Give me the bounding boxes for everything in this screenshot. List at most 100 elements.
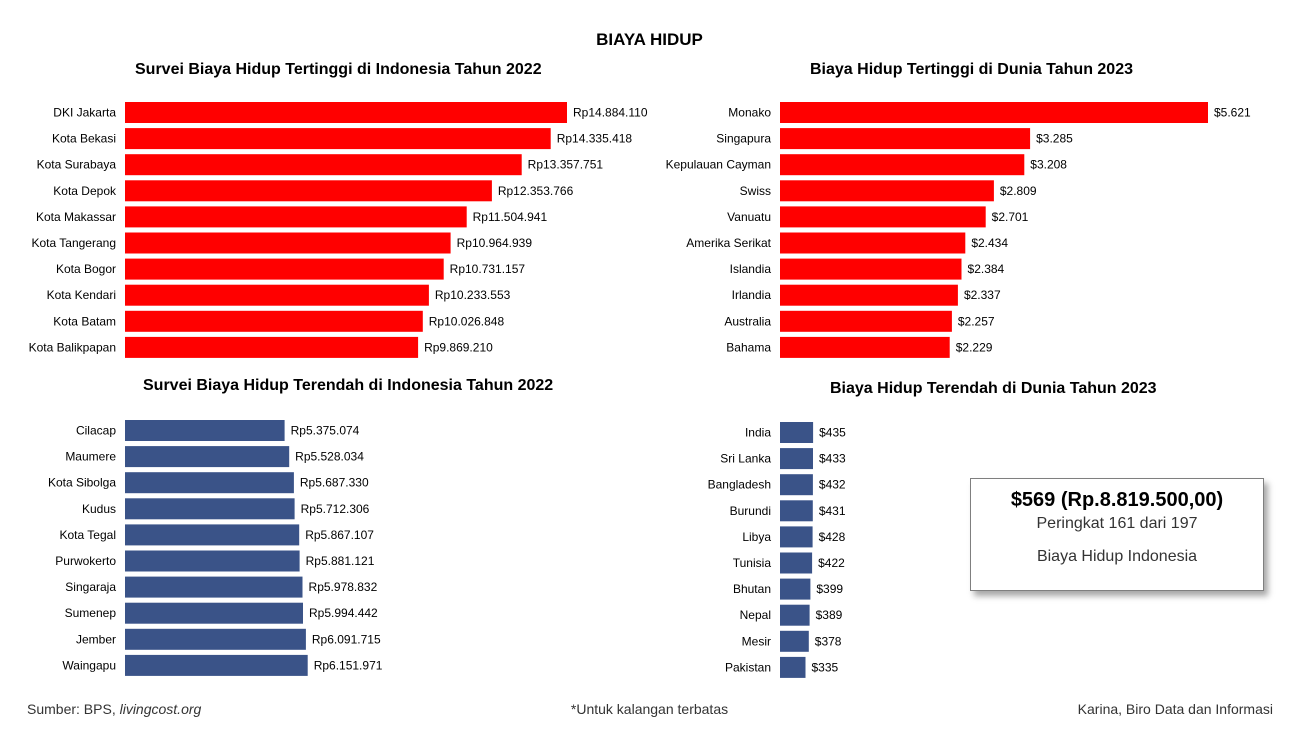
value-label: $2.229 (956, 340, 993, 354)
category-label: Bhutan (733, 582, 771, 596)
category-label: Cilacap (76, 424, 116, 438)
value-label: Rp10.233.553 (435, 288, 511, 302)
value-label: $432 (819, 478, 846, 492)
bar-low-world (780, 656, 806, 678)
bar-low-world (780, 474, 813, 496)
value-label: Rp11.504.941 (473, 210, 548, 224)
chart-high-indonesia: DKI Jakarta Rp14.884.110 Kota Bekasi Rp14.3… (29, 102, 648, 358)
chart-title-high-indonesia: Survei Biaya Hidup Tertinggi di Indonesi… (135, 61, 542, 78)
chart-title-low-world: Biaya Hidup Terendah di Dunia Tahun 2023 (830, 380, 1157, 397)
value-label: $422 (818, 556, 845, 570)
footer-source-site: livingcost.org (119, 701, 202, 717)
bar-high-indonesia (125, 180, 492, 202)
category-label: Kota Batam (53, 314, 116, 328)
bar-low-world (780, 500, 813, 522)
bar-low-world (780, 604, 810, 626)
category-label: Vanuatu (727, 210, 771, 224)
category-label: Kota Bogor (56, 262, 116, 276)
footer-source-label: Sumber: BPS, (27, 701, 120, 717)
value-label: Rp5.994.442 (309, 606, 378, 620)
value-label: Rp5.687.330 (300, 476, 369, 490)
bar-low-indonesia (125, 602, 303, 624)
value-label: $3.285 (1036, 132, 1073, 146)
value-label: Rp13.357.751 (528, 158, 604, 172)
bar-low-world (780, 526, 813, 548)
bar-low-indonesia (125, 498, 295, 520)
category-label: Bahama (726, 340, 771, 354)
page-title: BIAYA HIDUP (596, 30, 703, 49)
category-label: Waingapu (62, 658, 116, 672)
chart-high-world: Monako $5.621 Singapura $3.285 Kepulauan Cay… (666, 102, 1251, 358)
bar-high-indonesia (125, 258, 444, 280)
category-label: Australia (724, 314, 771, 328)
value-label: $2.809 (1000, 184, 1037, 198)
value-label: Rp5.881.121 (306, 554, 375, 568)
value-label: $2.701 (992, 210, 1029, 224)
chart-title-low-indonesia: Survei Biaya Hidup Terendah di Indonesia… (143, 377, 554, 394)
category-label: Kepulauan Cayman (666, 158, 771, 172)
value-label: $2.257 (958, 314, 995, 328)
bar-high-indonesia (125, 336, 419, 358)
category-label: Singapura (716, 132, 771, 146)
bar-low-world (780, 578, 811, 600)
value-label: Rp6.151.971 (314, 658, 383, 672)
category-label: Kota Depok (53, 184, 117, 198)
bar-low-indonesia (125, 420, 285, 441)
chart-title-high-world: Biaya Hidup Tertinggi di Dunia Tahun 202… (810, 61, 1133, 78)
category-label: Maumere (65, 450, 116, 464)
value-label: Rp10.964.939 (457, 236, 533, 250)
category-label: Irlandia (732, 288, 772, 302)
category-label: Kota Kendari (47, 288, 116, 302)
bar-high-world (780, 336, 950, 358)
bar-low-indonesia (125, 524, 300, 546)
bar-low-indonesia (125, 550, 300, 572)
summary-rank: Peringkat 161 dari 197 (1036, 515, 1198, 532)
value-label: $2.434 (971, 236, 1008, 250)
category-label: Kota Balikpapan (29, 340, 116, 354)
value-label: $433 (819, 452, 846, 466)
value-label: Rp5.978.832 (309, 580, 378, 594)
bar-high-indonesia (125, 128, 551, 150)
value-label: Rp5.867.107 (305, 528, 374, 542)
category-label: Sri Lanka (720, 452, 771, 466)
value-label: $2.384 (968, 262, 1005, 276)
bar-high-world (780, 232, 966, 254)
bar-high-world (780, 206, 986, 228)
bar-low-indonesia (125, 446, 290, 468)
category-label: Sumenep (65, 606, 117, 620)
category-label: Tunisia (733, 556, 772, 570)
category-label: Amerika Serikat (686, 236, 771, 250)
category-label: Burundi (730, 504, 771, 518)
value-label: $2.337 (964, 288, 1001, 302)
value-label: Rp14.884.110 (573, 106, 648, 120)
category-label: Swiss (740, 184, 771, 198)
bar-high-indonesia (125, 102, 567, 123)
value-label: Rp5.528.034 (295, 450, 364, 464)
value-label: Rp6.091.715 (312, 632, 381, 646)
footer-note: *Untuk kalangan terbatas (570, 701, 729, 717)
value-label: $5.621 (1214, 106, 1251, 120)
category-label: Bangladesh (708, 478, 771, 492)
category-label: Jember (76, 632, 116, 646)
value-label: $399 (816, 582, 843, 596)
value-label: $378 (815, 634, 842, 648)
bar-high-indonesia (125, 284, 429, 306)
bar-low-world (780, 552, 813, 574)
value-label: $3.208 (1030, 158, 1067, 172)
category-label: Mesir (742, 634, 771, 648)
value-label: $431 (819, 504, 846, 518)
summary-headline: $569 (Rp.8.819.500,00) (1010, 489, 1224, 511)
chart-low-indonesia: Cilacap Rp5.375.074 Maumere Rp5.528.034 Kota… (48, 420, 383, 676)
bar-high-world (780, 128, 1031, 150)
bar-low-indonesia (125, 576, 303, 598)
category-label: Singaraja (65, 580, 116, 594)
bar-high-world (780, 284, 958, 306)
value-label: Rp14.335.418 (557, 132, 633, 146)
category-label: Kota Surabaya (37, 158, 117, 172)
category-label: Libya (742, 530, 771, 544)
value-label: $428 (819, 530, 846, 544)
category-label: Kota Tangerang (31, 236, 116, 250)
value-label: Rp10.026.848 (429, 314, 505, 328)
bar-low-indonesia (125, 472, 294, 494)
